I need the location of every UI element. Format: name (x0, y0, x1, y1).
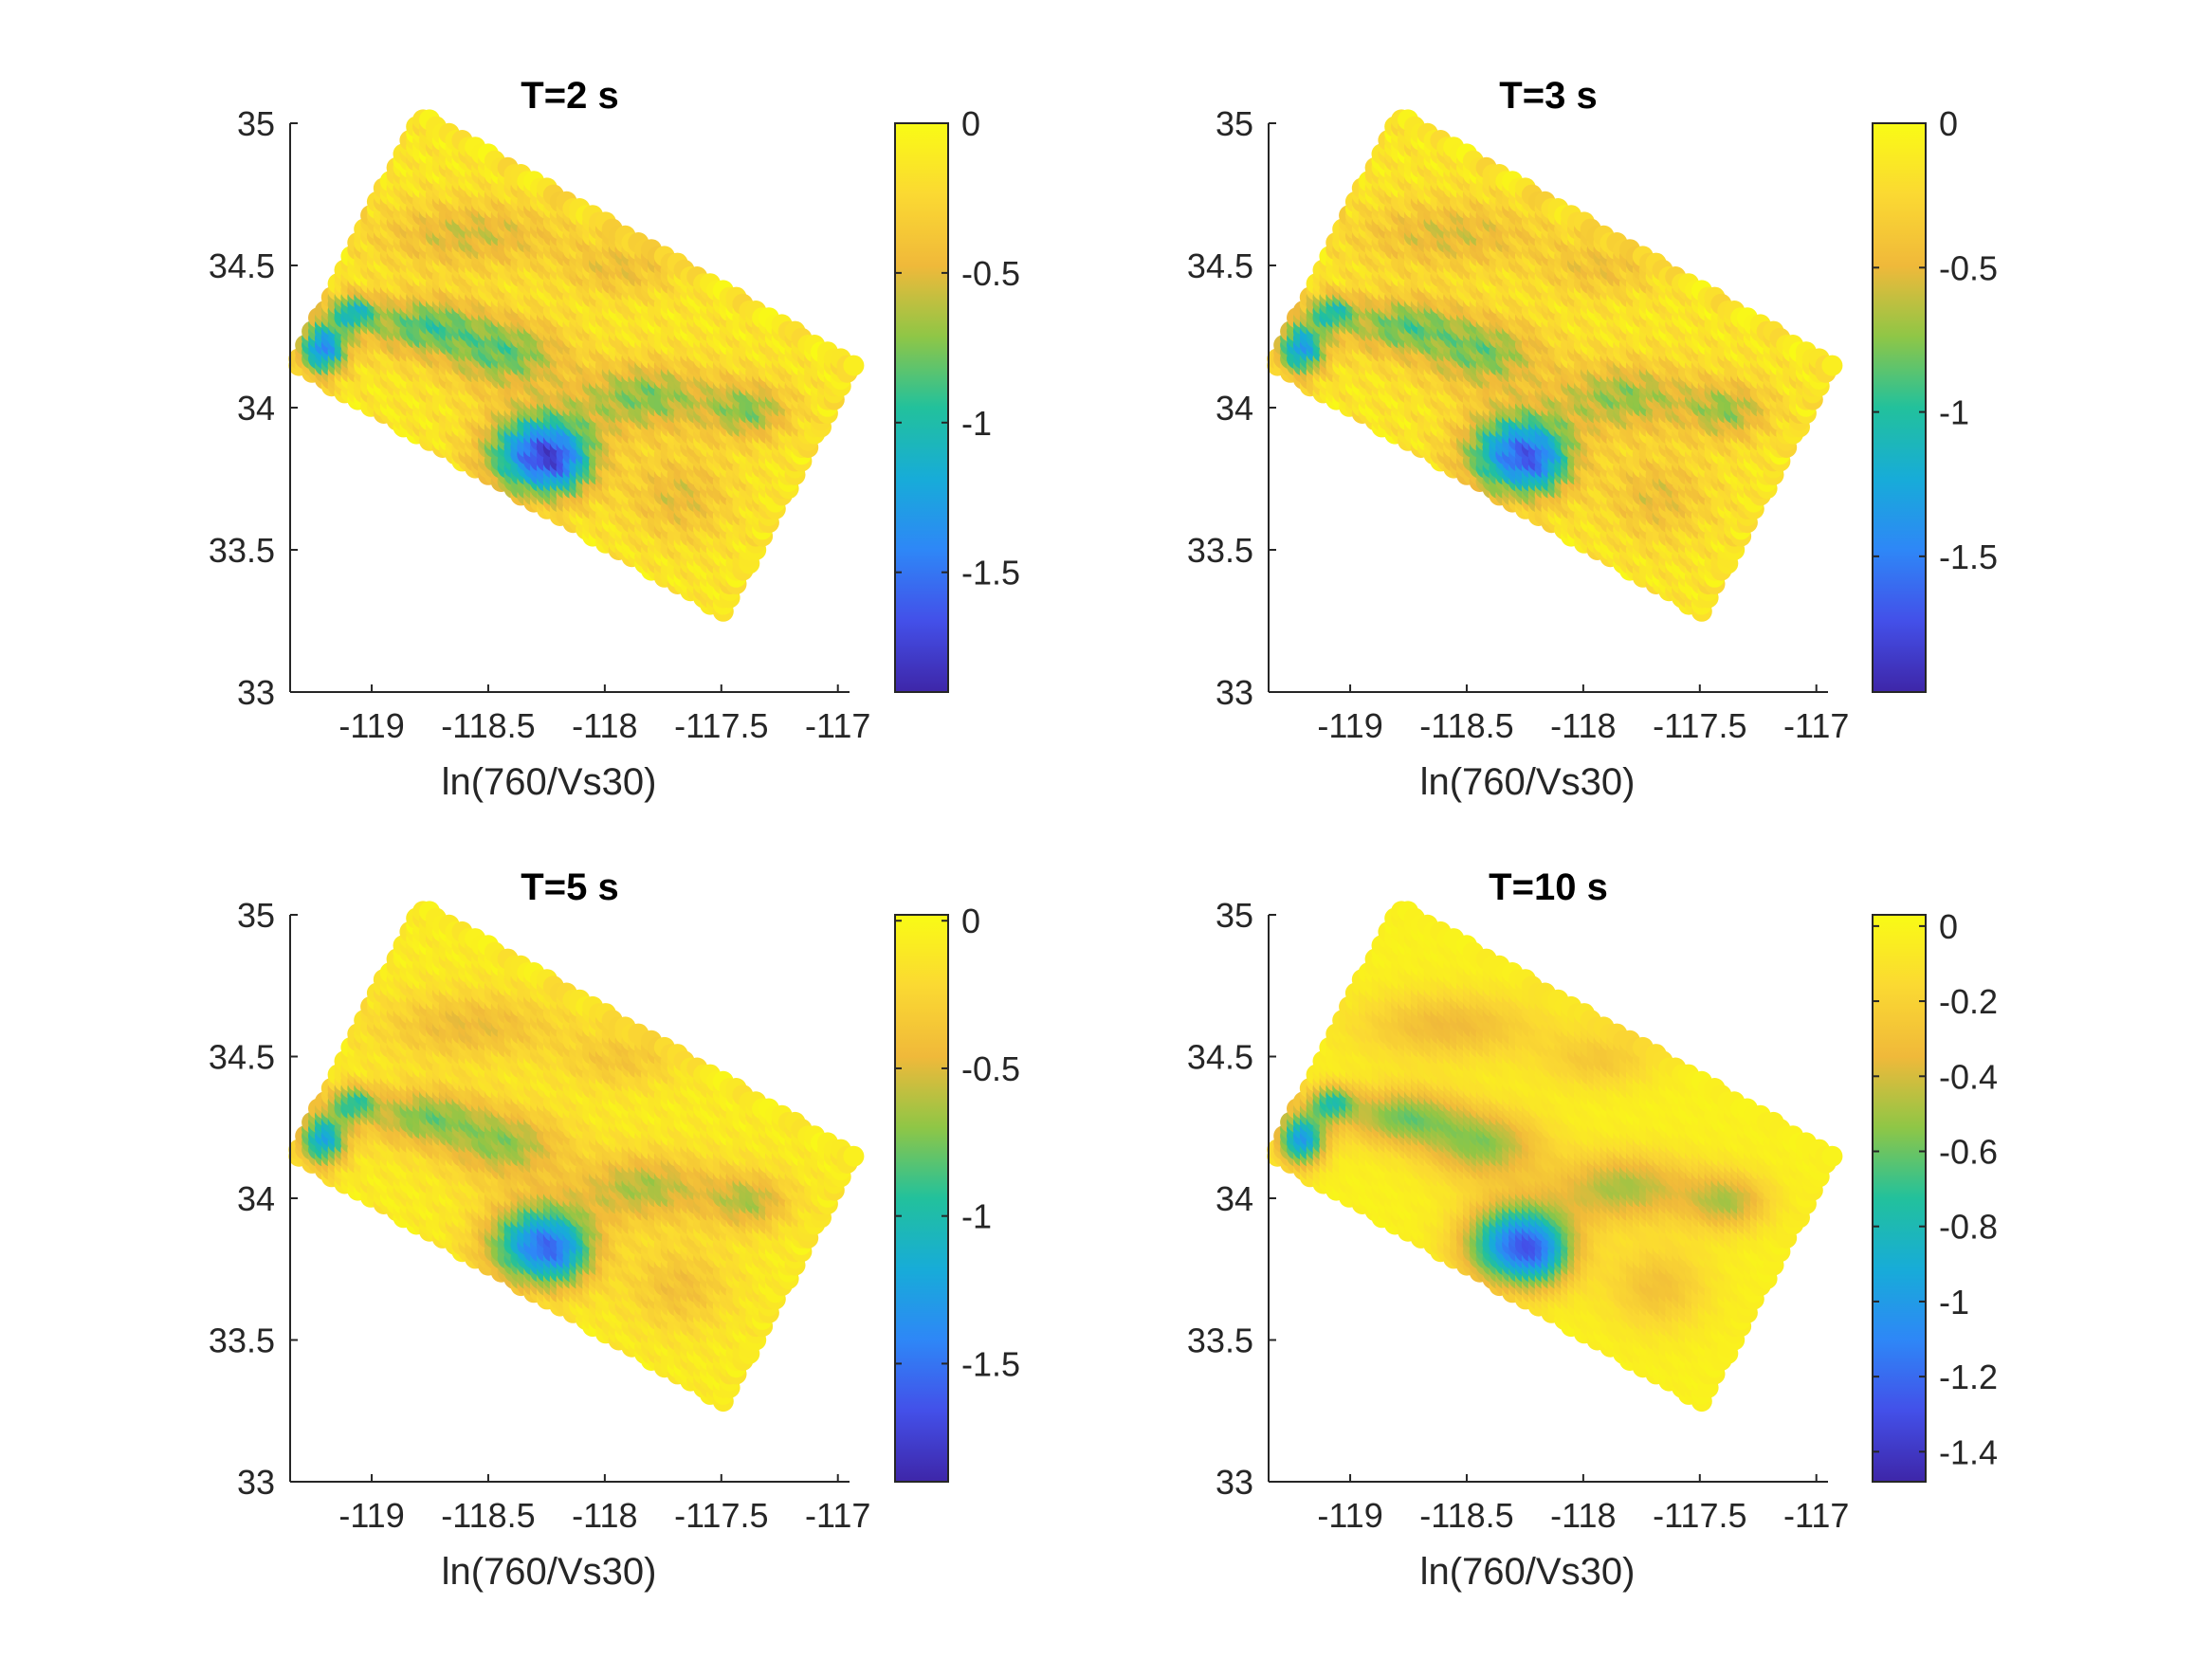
y-tick-label: 33.5 (209, 531, 275, 570)
y-tick-label: 34.5 (209, 246, 275, 285)
y-tick-label: 35 (237, 104, 275, 143)
colorbar-tick-label: -1 (961, 404, 992, 443)
y-tick-label: 33 (237, 673, 275, 712)
y-tick-label: 34 (237, 389, 275, 428)
x-tick-label: -117 (805, 706, 870, 745)
x-tick-label: -117.5 (674, 706, 768, 745)
x-axis-label: ln(760/Vs30) (442, 761, 657, 803)
scatter-points (1267, 109, 1843, 622)
colorbar (894, 122, 949, 693)
x-tick-label: -118 (572, 706, 637, 745)
x-tick-label: -118.5 (441, 706, 535, 745)
panel-title: T=2 s (521, 75, 618, 117)
x-tick-label: -119 (338, 706, 404, 745)
colorbar-tick-label: -0.5 (961, 254, 1020, 293)
data-point (843, 355, 865, 376)
colorbar-tick-label: 0 (961, 104, 980, 143)
panel-2: -119 -118.5 -118 -117.5 -1173333.53434.535T=… (1187, 75, 1998, 803)
scatter-points (288, 109, 865, 622)
colorbar-tick-label: -1.5 (961, 554, 1020, 592)
panel-1: -119 -118.5 -118 -117.5 -117 33 33.5 34 34.5 35 T=… (209, 75, 1020, 803)
